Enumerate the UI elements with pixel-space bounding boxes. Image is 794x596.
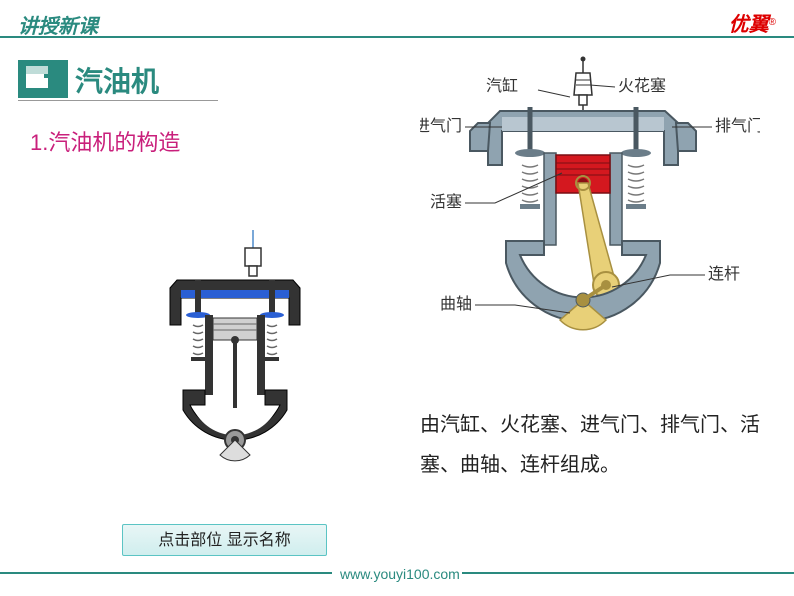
body-text: 由汽缸、火花塞、进气门、排气门、活塞、曲轴、连杆组成。 bbox=[420, 405, 780, 485]
hint-button[interactable]: 点击部位 显示名称 bbox=[122, 524, 327, 556]
label-exhaust: 排气门 bbox=[715, 117, 760, 135]
label-cylinder: 汽缸 bbox=[486, 76, 518, 95]
section-title: 汽油机 bbox=[75, 60, 159, 100]
footer-url: www.youyi100.com bbox=[340, 566, 460, 582]
logo-text: 优翼 bbox=[729, 8, 769, 37]
logo: 优翼 ® bbox=[729, 8, 776, 37]
footer-divider-left bbox=[0, 572, 332, 574]
label-intake: 进气门 bbox=[420, 117, 462, 135]
label-crankshaft: 曲轴 bbox=[440, 295, 472, 313]
right-engine-diagram[interactable]: 汽缸 火花塞 进气门 排气门 活塞 连杆 曲轴 bbox=[420, 55, 760, 385]
subtitle: 1.汽油机的构造 bbox=[30, 125, 180, 157]
header-divider bbox=[0, 36, 794, 38]
footer-divider-right bbox=[462, 572, 794, 574]
section-underline bbox=[18, 100, 218, 101]
logo-sup: ® bbox=[769, 17, 776, 28]
left-engine-diagram[interactable] bbox=[145, 230, 325, 510]
label-conrod: 连杆 bbox=[708, 265, 740, 283]
label-piston: 活塞 bbox=[430, 193, 462, 211]
header-title: 讲授新课 bbox=[18, 10, 98, 39]
section-icon bbox=[18, 60, 68, 98]
label-sparkplug: 火花塞 bbox=[618, 77, 666, 95]
